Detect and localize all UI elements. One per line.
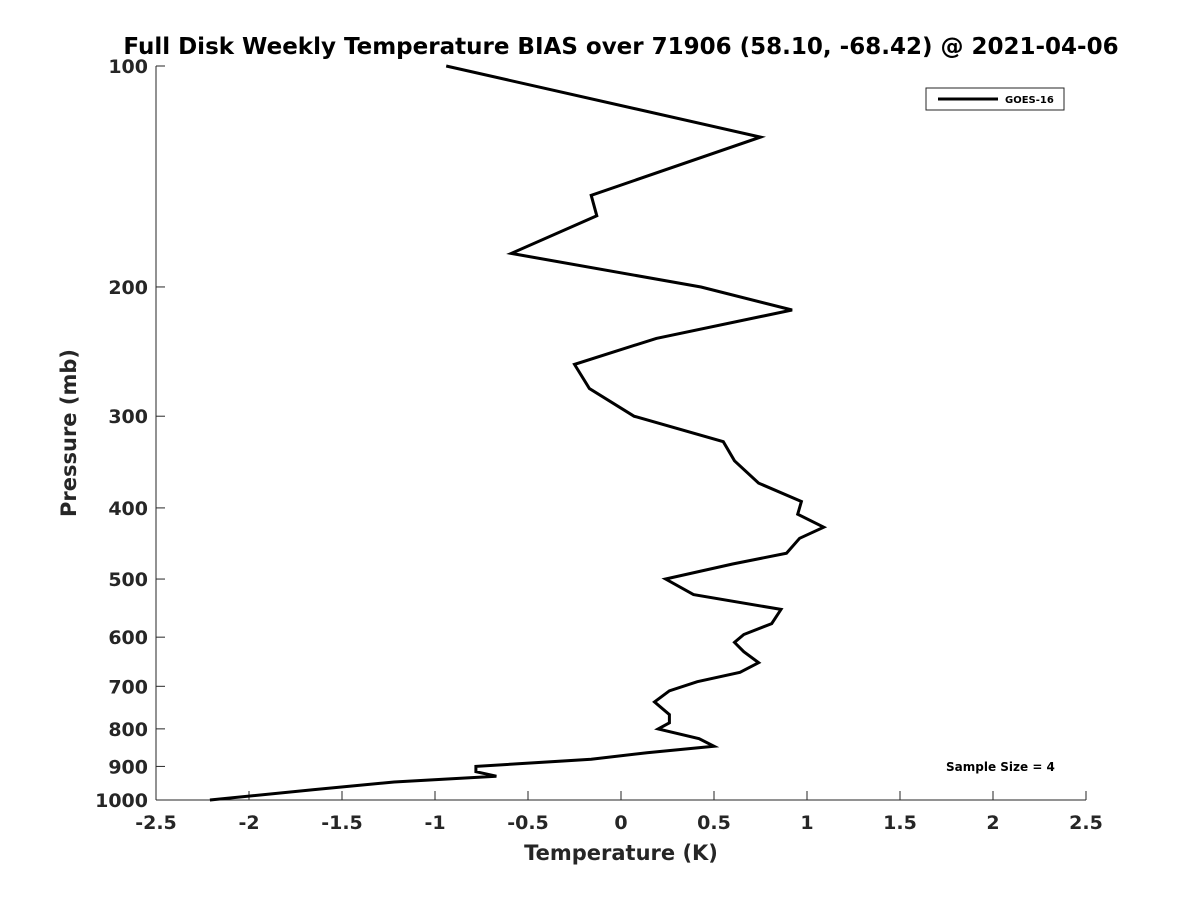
y-tick-label: 400: [108, 498, 148, 520]
x-tick-label: 2.5: [1069, 812, 1103, 834]
y-tick-label: 600: [108, 627, 148, 649]
x-tick-label: 1.5: [883, 812, 917, 834]
x-tick-label: -0.5: [507, 812, 549, 834]
legend-label-goes-16: GOES-16: [1005, 95, 1054, 106]
x-tick-label: 2: [986, 812, 999, 834]
x-tick-label: 0.5: [697, 812, 731, 834]
x-tick-label: -2: [238, 812, 259, 834]
sample-size-annotation: Sample Size = 4: [946, 760, 1055, 774]
y-tick-label: 700: [108, 676, 148, 698]
x-tick-label: -1: [424, 812, 445, 834]
series-layer: [209, 64, 828, 802]
legend: GOES-16: [925, 87, 1065, 111]
x-tick-label: -2.5: [135, 812, 177, 834]
y-tick-label: 1000: [95, 790, 148, 812]
y-tick-label: 800: [108, 719, 148, 741]
y-axis-label: Pressure (mb): [57, 349, 81, 517]
chart-title: Full Disk Weekly Temperature BIAS over 7…: [123, 34, 1118, 60]
x-tick-label: -1.5: [321, 812, 363, 834]
x-axis-label: Temperature (K): [524, 841, 718, 865]
y-tick-label: 200: [108, 277, 148, 299]
y-tick-label: 100: [108, 56, 148, 78]
series-line-goes-16: [209, 64, 828, 802]
x-tick-label: 0: [614, 812, 627, 834]
y-tick-label: 900: [108, 756, 148, 778]
plot-axes: -2.5 -2 -1.5 -1 -0.5 0 0.5 1 1.5 2 2.5 100 200 300 400…: [95, 56, 1103, 834]
y-tick-label: 500: [108, 569, 148, 591]
y-tick-label: 300: [108, 406, 148, 428]
x-tick-label: 1: [800, 812, 813, 834]
